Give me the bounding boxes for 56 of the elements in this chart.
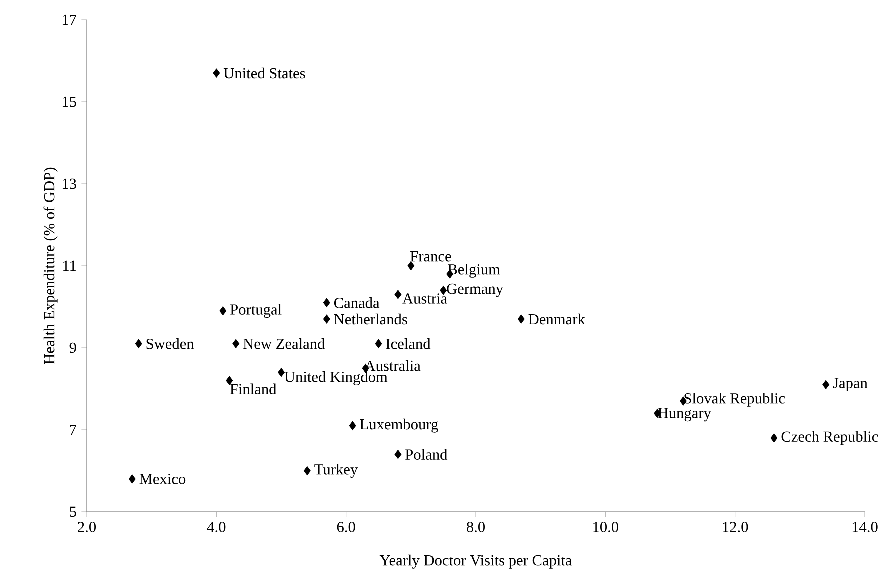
annotation: Portugal [230,304,282,318]
annotation: Germany [447,284,504,298]
x-tick-label: 4.0 [207,522,226,532]
annotation: Mexico [140,474,186,484]
point [323,298,330,308]
y-tick-label: 7 [70,424,77,435]
annotation: Czech Republic [782,431,878,445]
annotation: Canada [334,297,380,308]
point [408,261,415,270]
annotation: Hungary [658,408,712,422]
y-tick-label: 13 [62,178,76,189]
y-tick-label: 11 [64,260,76,271]
point [213,68,220,78]
y-tick-label: 9 [70,342,76,353]
annotation: France [410,251,452,262]
annotation: Turkey [314,464,358,478]
annotation: Japan [833,378,868,392]
annotation: Denmark [528,314,586,325]
x-tick-label: 2.0 [78,522,96,532]
annotation: Iceland [386,338,431,350]
x-tick-label: 6.0 [337,522,356,532]
point [128,474,136,484]
annotation: Belgium [448,264,500,278]
annotation: United States [224,68,306,79]
annotation: Poland [406,449,448,460]
y-tick-label: 17 [62,14,77,25]
point [232,339,240,348]
point [518,314,525,324]
point [394,290,402,300]
x-axis-title: Yearly Doctor Visits per Capita [380,554,572,569]
annotation: Austria [402,293,448,304]
x-tick-label: 14.0 [852,522,878,532]
annotation: Slovak Republic [684,392,786,407]
point [822,380,830,390]
y-tick-label: 15 [62,96,76,107]
point [349,421,356,430]
annotation: Sweden [146,338,194,350]
annotation: Finland [230,384,277,394]
point [220,306,227,316]
point [394,450,402,459]
point [304,466,311,476]
y-tick-label: 5 [70,506,76,517]
annotation: Luxembourg [360,418,438,433]
annotation: New Zealand [243,338,326,350]
x-tick-label: 8.0 [467,522,486,532]
x-tick-label: 10.0 [594,522,619,532]
point [323,314,330,324]
annotation: United Kingdom [284,371,388,386]
point [375,339,382,348]
y-axis-title: Health Expenditure (% of GDP) [44,168,58,364]
point [226,376,234,386]
point [770,433,778,443]
point [278,368,285,377]
x-tick-label: 12.0 [723,522,748,532]
annotation: Netherlands [334,314,408,325]
point [135,339,142,348]
